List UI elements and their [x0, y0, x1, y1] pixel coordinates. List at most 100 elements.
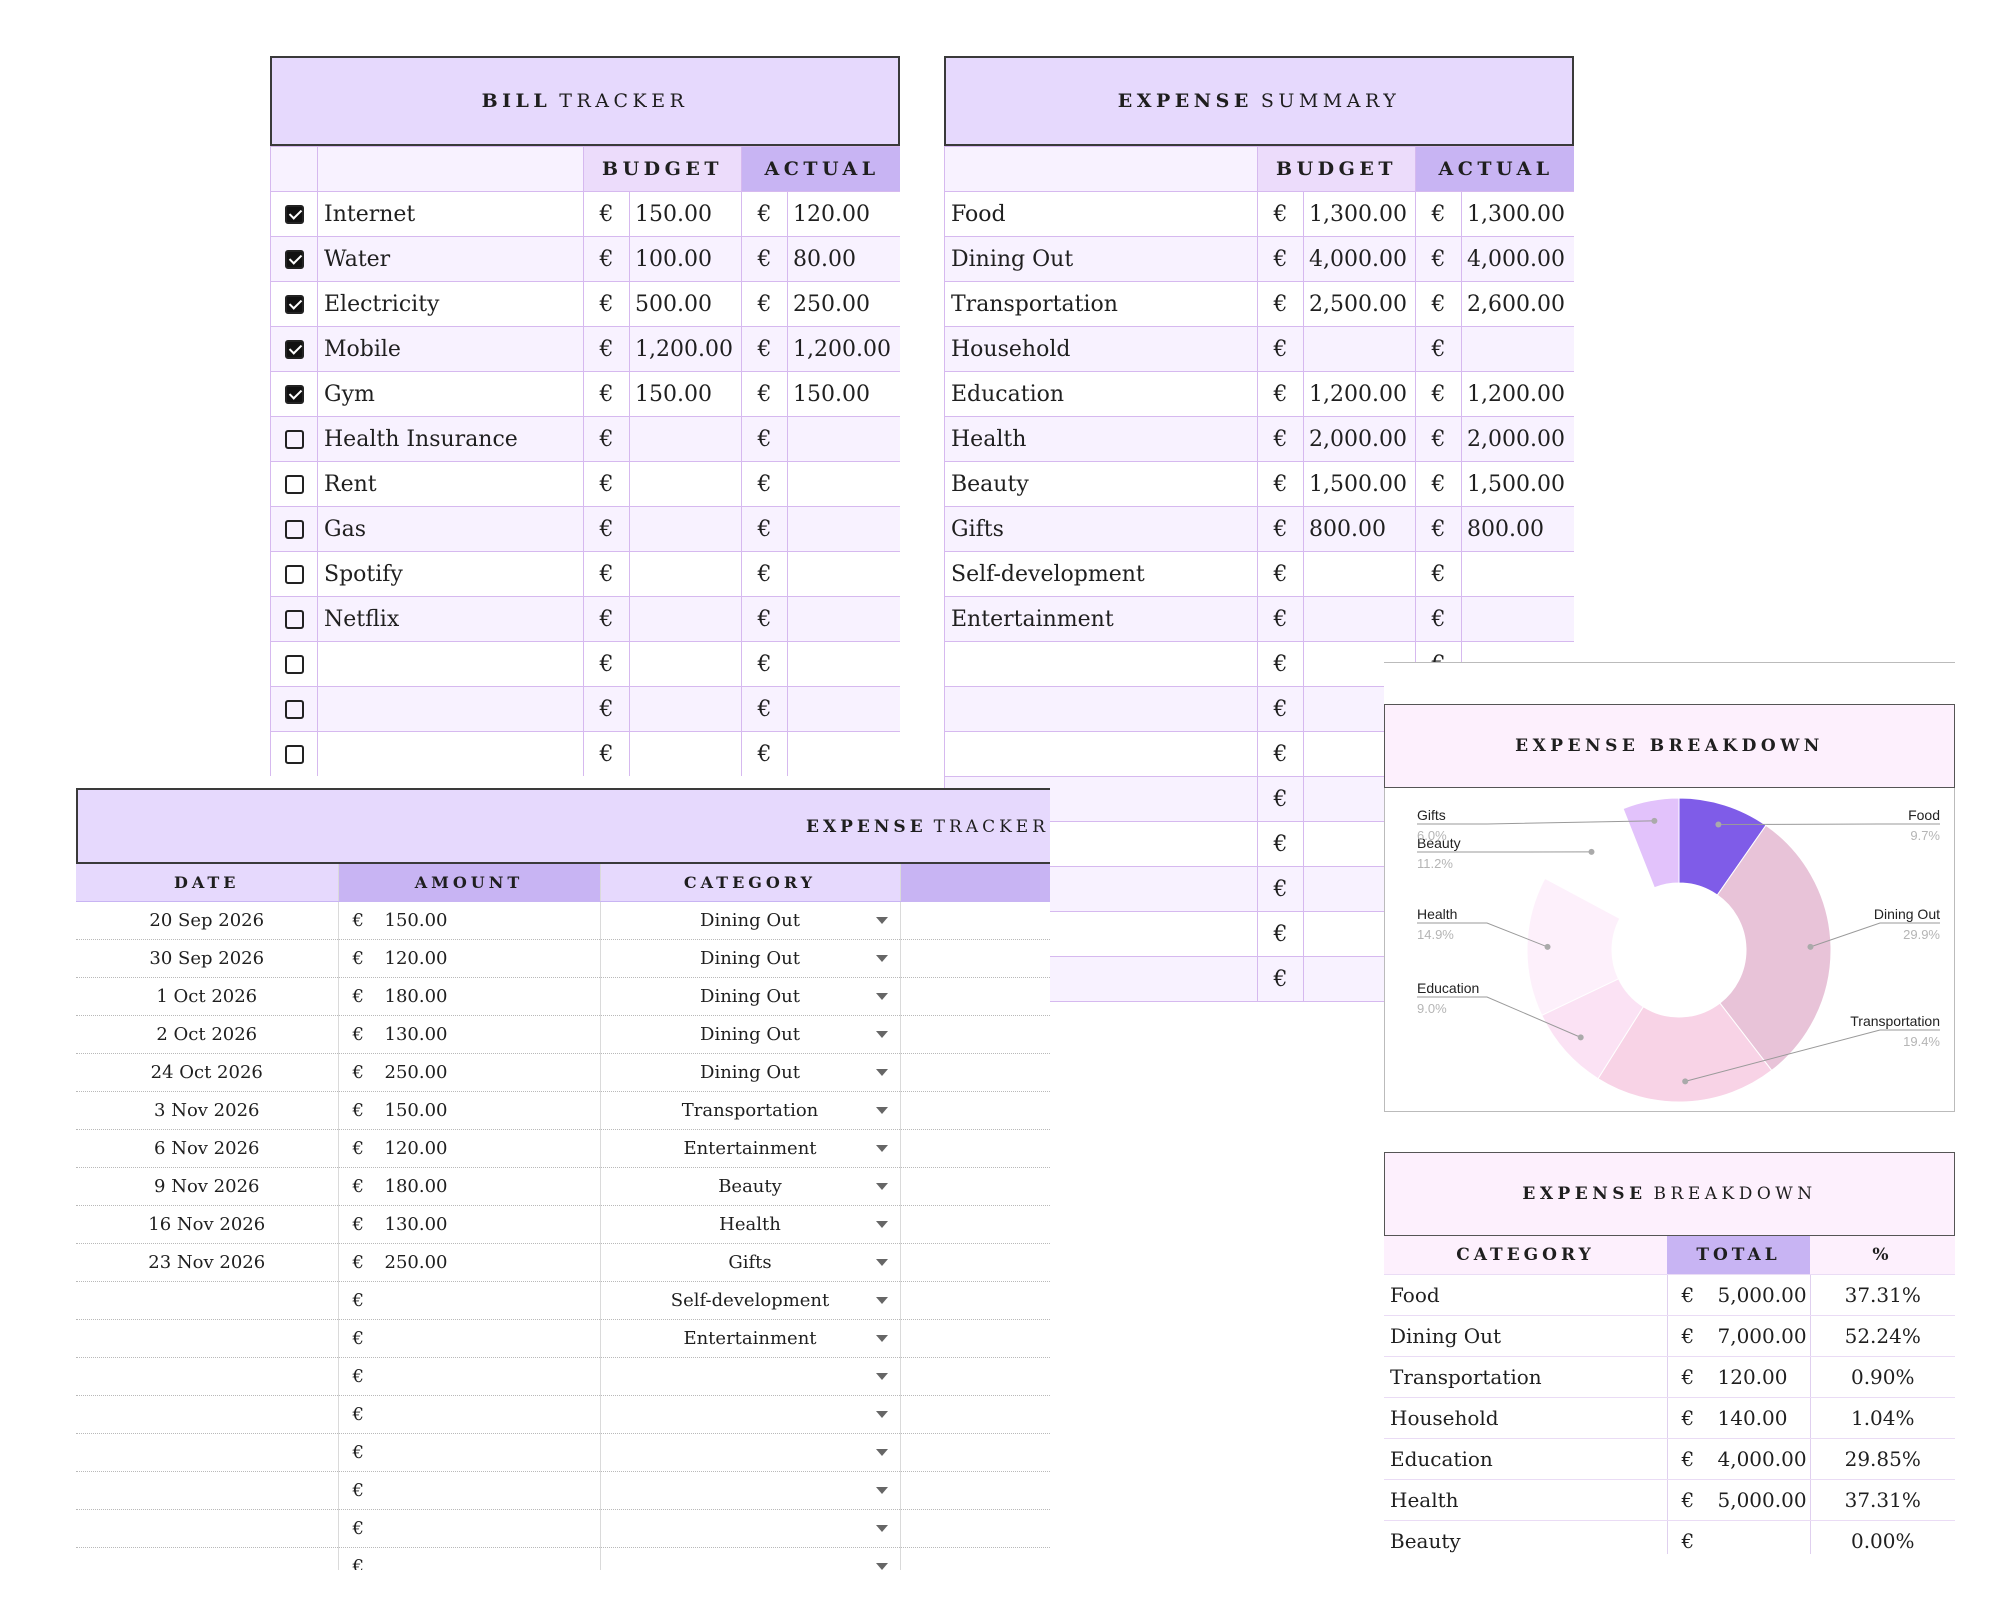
expense-date[interactable] — [76, 1319, 339, 1358]
dropdown-arrow-icon[interactable] — [875, 1487, 888, 1494]
dropdown-arrow-icon[interactable] — [875, 1335, 888, 1342]
bill-actual-value[interactable] — [787, 461, 900, 507]
bill-checkbox-cell[interactable] — [270, 326, 318, 372]
expense-amount-cell[interactable]: €250.00 — [338, 1243, 601, 1282]
bill-checkbox-cell[interactable] — [270, 191, 318, 237]
bill-name[interactable] — [317, 686, 584, 732]
bill-checkbox-cell[interactable] — [270, 596, 318, 642]
expense-amount-cell[interactable]: €250.00 — [338, 1053, 601, 1092]
bill-actual-value[interactable]: 120.00 — [787, 191, 900, 237]
bill-name[interactable]: Internet — [317, 191, 584, 237]
bill-name[interactable]: Rent — [317, 461, 584, 507]
dropdown-arrow-icon[interactable] — [875, 1411, 888, 1418]
bill-paid-checkbox[interactable] — [284, 340, 304, 359]
expense-category-select[interactable]: Dining Out — [600, 1053, 901, 1092]
expense-category-select[interactable] — [600, 1433, 901, 1472]
bill-name[interactable]: Gas — [317, 506, 584, 552]
bill-budget-value[interactable]: 1,200.00 — [628, 326, 743, 372]
bill-budget-value[interactable] — [628, 686, 743, 732]
bill-actual-value[interactable] — [787, 416, 900, 462]
expense-date[interactable]: 9 Nov 2026 — [76, 1167, 339, 1206]
summary-category[interactable]: Household — [944, 326, 1258, 372]
bill-budget-value[interactable] — [628, 641, 743, 687]
bill-budget-value[interactable] — [628, 731, 743, 776]
donut-slice-gifts[interactable] — [1622, 797, 1680, 889]
bill-checkbox-cell[interactable] — [270, 686, 318, 732]
expense-category-select[interactable] — [600, 1547, 901, 1570]
expense-date[interactable]: 2 Oct 2026 — [76, 1015, 339, 1054]
summary-budget-value[interactable]: 1,300.00 — [1302, 191, 1417, 237]
summary-category[interactable]: Entertainment — [944, 596, 1258, 642]
bill-budget-value[interactable]: 150.00 — [628, 371, 743, 417]
expense-date[interactable]: 16 Nov 2026 — [76, 1205, 339, 1244]
expense-amount-cell[interactable]: € — [338, 1319, 601, 1358]
bill-checkbox-cell[interactable] — [270, 551, 318, 597]
bill-name[interactable]: Electricity — [317, 281, 584, 327]
bill-paid-checkbox[interactable] — [284, 205, 304, 224]
bill-paid-checkbox[interactable] — [284, 655, 304, 674]
summary-budget-value[interactable] — [1302, 326, 1417, 372]
expense-date[interactable] — [76, 1509, 339, 1548]
summary-actual-value[interactable]: 1,200.00 — [1461, 371, 1574, 417]
summary-budget-value[interactable]: 1,200.00 — [1302, 371, 1417, 417]
summary-budget-value[interactable]: 2,000.00 — [1302, 416, 1417, 462]
summary-category[interactable]: Health — [944, 416, 1258, 462]
expense-date[interactable] — [76, 1471, 339, 1510]
expense-amount-cell[interactable]: €120.00 — [338, 1129, 601, 1168]
bill-actual-value[interactable] — [787, 551, 900, 597]
summary-actual-value[interactable] — [1461, 326, 1574, 372]
expense-category-select[interactable]: Entertainment — [600, 1129, 901, 1168]
expense-category-select[interactable]: Gifts — [600, 1243, 901, 1282]
summary-actual-value[interactable]: 800.00 — [1461, 506, 1574, 552]
expense-date[interactable]: 20 Sep 2026 — [76, 901, 339, 940]
bill-name[interactable]: Health Insurance — [317, 416, 584, 462]
summary-category[interactable]: Education — [944, 371, 1258, 417]
bill-actual-value[interactable]: 80.00 — [787, 236, 900, 282]
expense-category-select[interactable] — [600, 1471, 901, 1510]
dropdown-arrow-icon[interactable] — [875, 1297, 888, 1304]
bill-name[interactable]: Netflix — [317, 596, 584, 642]
summary-actual-value[interactable]: 4,000.00 — [1461, 236, 1574, 282]
bill-budget-value[interactable] — [628, 416, 743, 462]
expense-date[interactable] — [76, 1395, 339, 1434]
summary-budget-value[interactable]: 1,500.00 — [1302, 461, 1417, 507]
bill-actual-value[interactable] — [787, 506, 900, 552]
dropdown-arrow-icon[interactable] — [875, 993, 888, 1000]
bill-checkbox-cell[interactable] — [270, 731, 318, 776]
expense-category-select[interactable] — [600, 1509, 901, 1548]
bill-checkbox-cell[interactable] — [270, 416, 318, 462]
bill-checkbox-cell[interactable] — [270, 371, 318, 417]
bill-paid-checkbox[interactable] — [284, 430, 304, 449]
expense-amount-cell[interactable]: € — [338, 1433, 601, 1472]
summary-actual-value[interactable]: 1,300.00 — [1461, 191, 1574, 237]
bill-actual-value[interactable]: 250.00 — [787, 281, 900, 327]
expense-date[interactable]: 23 Nov 2026 — [76, 1243, 339, 1282]
expense-date[interactable] — [76, 1281, 339, 1320]
dropdown-arrow-icon[interactable] — [875, 1449, 888, 1456]
expense-category-select[interactable]: Dining Out — [600, 1015, 901, 1054]
bill-checkbox-cell[interactable] — [270, 236, 318, 282]
bill-paid-checkbox[interactable] — [284, 565, 304, 584]
bill-checkbox-cell[interactable] — [270, 461, 318, 507]
expense-category-select[interactable]: Dining Out — [600, 977, 901, 1016]
bill-budget-value[interactable] — [628, 461, 743, 507]
summary-category[interactable]: Self-development — [944, 551, 1258, 597]
bill-budget-value[interactable] — [628, 551, 743, 597]
bill-checkbox-cell[interactable] — [270, 281, 318, 327]
bill-budget-value[interactable]: 500.00 — [628, 281, 743, 327]
bill-actual-value[interactable] — [787, 686, 900, 732]
summary-category[interactable]: Food — [944, 191, 1258, 237]
bill-paid-checkbox[interactable] — [284, 520, 304, 539]
expense-amount-cell[interactable]: €180.00 — [338, 977, 601, 1016]
summary-category[interactable]: Gifts — [944, 506, 1258, 552]
expense-category-select[interactable]: Entertainment — [600, 1319, 901, 1358]
expense-amount-cell[interactable]: € — [338, 1509, 601, 1548]
bill-paid-checkbox[interactable] — [284, 475, 304, 494]
expense-amount-cell[interactable]: €150.00 — [338, 901, 601, 940]
dropdown-arrow-icon[interactable] — [875, 1069, 888, 1076]
dropdown-arrow-icon[interactable] — [875, 917, 888, 924]
bill-name[interactable]: Mobile — [317, 326, 584, 372]
dropdown-arrow-icon[interactable] — [875, 1525, 888, 1532]
expense-amount-cell[interactable]: € — [338, 1547, 601, 1570]
dropdown-arrow-icon[interactable] — [875, 955, 888, 962]
